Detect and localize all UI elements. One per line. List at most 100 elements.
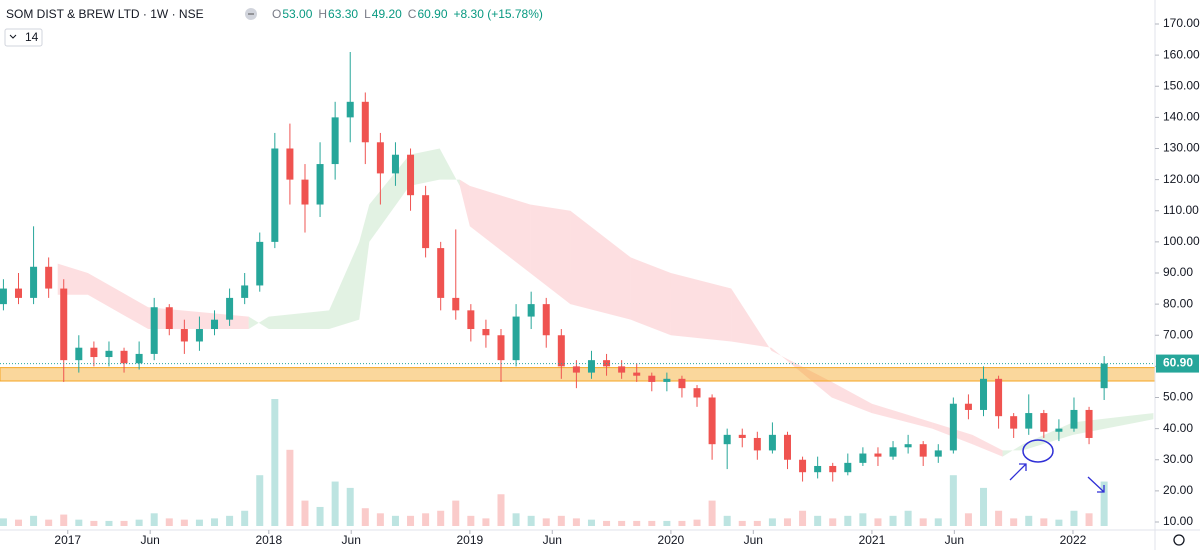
volume-bar bbox=[331, 481, 339, 526]
volume-bar bbox=[301, 500, 309, 526]
volume-bar bbox=[316, 506, 324, 526]
candle-body bbox=[391, 154, 399, 174]
annotation-circle bbox=[1022, 439, 1054, 463]
volume-bar bbox=[542, 518, 550, 526]
volume-bar bbox=[829, 518, 837, 526]
volume-bar bbox=[497, 494, 505, 526]
volume-bar bbox=[753, 520, 761, 526]
volume-bar bbox=[105, 520, 113, 526]
volume-bar bbox=[1025, 515, 1033, 526]
volume-bar bbox=[0, 518, 7, 526]
x-tick-label: 2020 bbox=[658, 533, 685, 547]
x-tick-label: Jun bbox=[543, 533, 562, 547]
volume-bar bbox=[60, 514, 68, 526]
ichimoku-cloud bbox=[831, 381, 872, 414]
volume-bar bbox=[75, 519, 83, 526]
x-tick-label: Jun bbox=[342, 533, 361, 547]
candle-body bbox=[165, 307, 173, 330]
ichimoku-cloud bbox=[972, 434, 1003, 457]
candle-body bbox=[1085, 409, 1093, 438]
x-tick-label: Jun bbox=[945, 533, 964, 547]
volume-bar bbox=[30, 515, 38, 526]
candle-body bbox=[1010, 416, 1018, 429]
candle-body bbox=[904, 444, 912, 448]
candle-body bbox=[75, 347, 83, 361]
ichimoku-cloud bbox=[459, 179, 470, 227]
volume-bar bbox=[226, 515, 234, 526]
candle-body bbox=[708, 397, 716, 445]
y-tick-label: 100.00 bbox=[1163, 234, 1200, 248]
annotation-arrow bbox=[1087, 476, 1105, 493]
volume-bar bbox=[45, 519, 53, 526]
volume-bar bbox=[527, 515, 535, 526]
volume-bar bbox=[90, 520, 98, 526]
candle-body bbox=[105, 350, 113, 358]
candle-body bbox=[482, 329, 490, 336]
y-tick-label: 30.00 bbox=[1163, 452, 1193, 466]
volume-bar bbox=[572, 518, 580, 526]
candle-body bbox=[844, 462, 852, 473]
indicator-value: 14 bbox=[25, 30, 39, 44]
volume-bar bbox=[919, 518, 927, 526]
ohlc-value: 49.20 bbox=[372, 7, 402, 21]
volume-bar bbox=[603, 520, 611, 526]
volume-bar bbox=[738, 520, 746, 526]
candle-body bbox=[1070, 409, 1078, 429]
volume-bar bbox=[995, 510, 1003, 526]
candle-body bbox=[467, 310, 475, 330]
candle-body bbox=[407, 154, 415, 196]
volume-bar bbox=[618, 520, 626, 526]
candle-body bbox=[542, 304, 550, 336]
candle-body bbox=[738, 434, 746, 438]
last-price-label: 60.90 bbox=[1163, 356, 1193, 370]
volume-bar bbox=[422, 513, 430, 526]
volume-bar bbox=[844, 515, 852, 526]
candle-body bbox=[361, 101, 369, 143]
indicator-box[interactable] bbox=[4, 28, 43, 47]
candle-body bbox=[889, 447, 897, 457]
volume-bar bbox=[768, 518, 776, 526]
candle-body bbox=[135, 353, 143, 364]
candle-body bbox=[557, 335, 565, 367]
settings-icon[interactable] bbox=[1173, 534, 1185, 546]
volume-bar bbox=[271, 399, 279, 526]
volume-bar bbox=[241, 510, 249, 526]
volume-bar bbox=[799, 510, 807, 526]
x-tick-label: 2019 bbox=[456, 533, 483, 547]
candle-body bbox=[346, 101, 354, 118]
x-tick-label: 2021 bbox=[859, 533, 886, 547]
candle-body bbox=[633, 372, 641, 376]
volume-bar bbox=[180, 519, 188, 526]
x-tick-label: Jun bbox=[141, 533, 160, 547]
volume-bar bbox=[437, 510, 445, 526]
chevron bbox=[9, 34, 17, 39]
candle-body bbox=[90, 347, 98, 358]
y-tick-label: 140.00 bbox=[1163, 110, 1200, 124]
volume-bar bbox=[286, 449, 294, 526]
candle-body bbox=[241, 285, 249, 298]
candle-body bbox=[964, 403, 972, 410]
ichimoku-cloud bbox=[359, 204, 370, 320]
volume-bar bbox=[633, 520, 641, 526]
candle-body bbox=[1055, 428, 1063, 432]
ichimoku-cloud bbox=[670, 272, 732, 342]
candle-body bbox=[799, 459, 807, 473]
candle-body bbox=[783, 434, 791, 460]
volume-bar bbox=[663, 520, 671, 526]
candle-body bbox=[1040, 413, 1048, 432]
volume-bar bbox=[482, 518, 490, 526]
volume-bar bbox=[934, 518, 942, 526]
candle-body bbox=[256, 241, 264, 286]
candle-body bbox=[30, 266, 38, 298]
plot-area bbox=[0, 52, 1156, 526]
candle-body bbox=[829, 465, 837, 473]
ichimoku-cloud bbox=[409, 148, 440, 186]
candle-body bbox=[226, 297, 234, 320]
ichimoku-cloud bbox=[731, 288, 772, 351]
candle-body bbox=[60, 288, 68, 361]
candle-body bbox=[663, 378, 671, 382]
candle-body bbox=[286, 148, 294, 180]
ohlc-value: 63.30 bbox=[328, 7, 358, 21]
candle-body bbox=[995, 378, 1003, 417]
